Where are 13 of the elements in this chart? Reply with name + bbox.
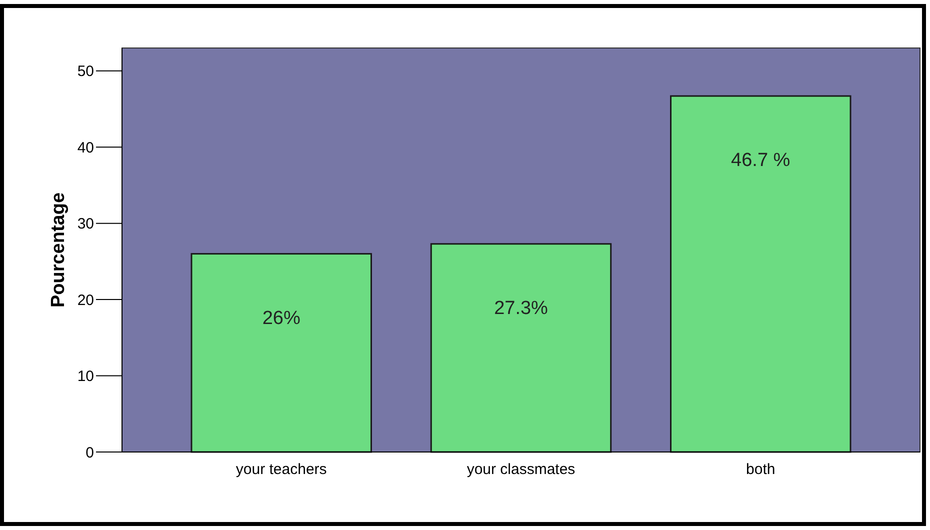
y-tick-label: 30: [77, 216, 94, 233]
y-tick-label: 20: [77, 292, 94, 309]
data-label: 46.7 %: [731, 150, 790, 172]
y-tick-label: 40: [77, 139, 94, 156]
data-label: 27.3%: [494, 298, 548, 319]
x-tick-label: your classmates: [466, 461, 576, 478]
y-tick-label: 50: [77, 63, 94, 80]
x-tick-label: your teachers: [236, 461, 327, 478]
data-label: 26%: [262, 308, 300, 329]
x-tick-label: both: [746, 461, 776, 478]
y-tick-label: 0: [86, 444, 94, 462]
y-axis-title: Pourcentage: [48, 192, 69, 308]
y-tick-label: 10: [77, 368, 94, 386]
